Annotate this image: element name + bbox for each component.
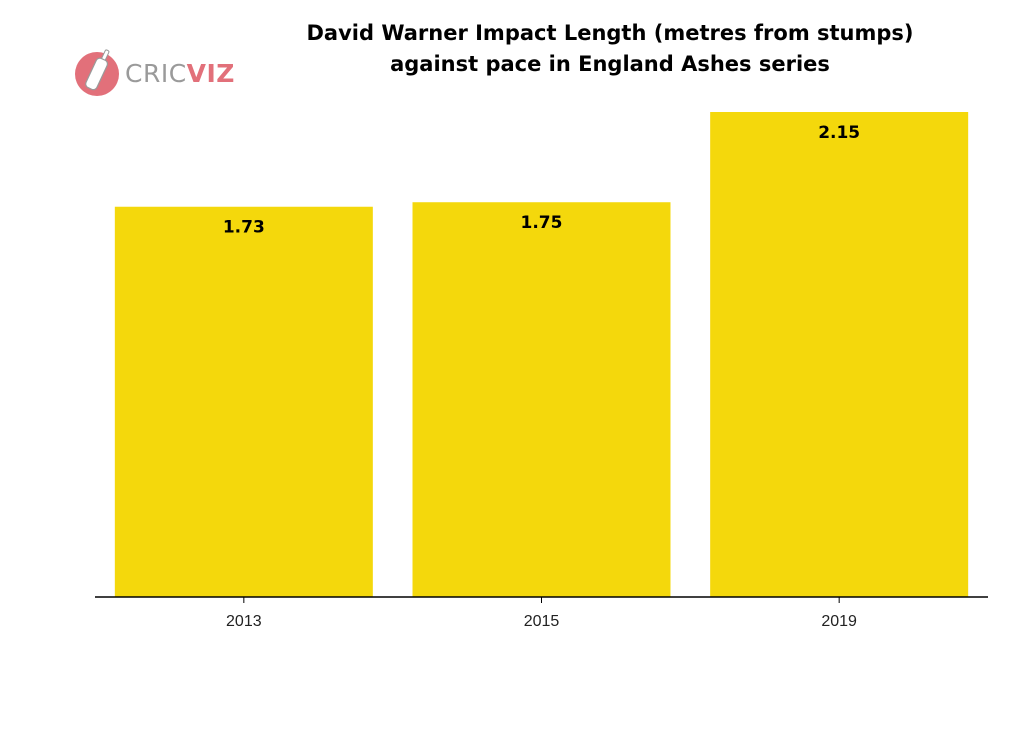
data-labels-group: 1.73 1.75 2.15 [223, 123, 860, 238]
bar-2013 [114, 206, 373, 597]
chart-title: David Warner Impact Length (metres from … [230, 18, 990, 80]
bars-group [114, 112, 969, 598]
cricket-bat-logo-icon [75, 49, 119, 96]
bar-2015 [412, 202, 671, 598]
data-label-2015: 1.75 [521, 213, 563, 233]
logo-text-cric: CRIC [125, 58, 187, 88]
x-tick-label-2019: 2019 [821, 613, 857, 630]
data-label-2019: 2.15 [818, 123, 860, 143]
bar-2019 [710, 112, 969, 597]
x-tick-labels-group: 2013 2015 2019 [226, 613, 857, 630]
cricviz-logo: CRICVIZ [75, 46, 235, 100]
x-tick-label-2015: 2015 [524, 613, 560, 630]
chart-title-line-1: David Warner Impact Length (metres from … [306, 21, 914, 45]
chart-title-line-2: against pace in England Ashes series [390, 52, 830, 76]
data-label-2013: 1.73 [223, 218, 265, 238]
logo-text: CRICVIZ [125, 59, 235, 88]
logo-text-viz: VIZ [186, 58, 235, 88]
x-tick-marks-group [243, 597, 840, 603]
x-tick-label-2013: 2013 [226, 613, 262, 630]
